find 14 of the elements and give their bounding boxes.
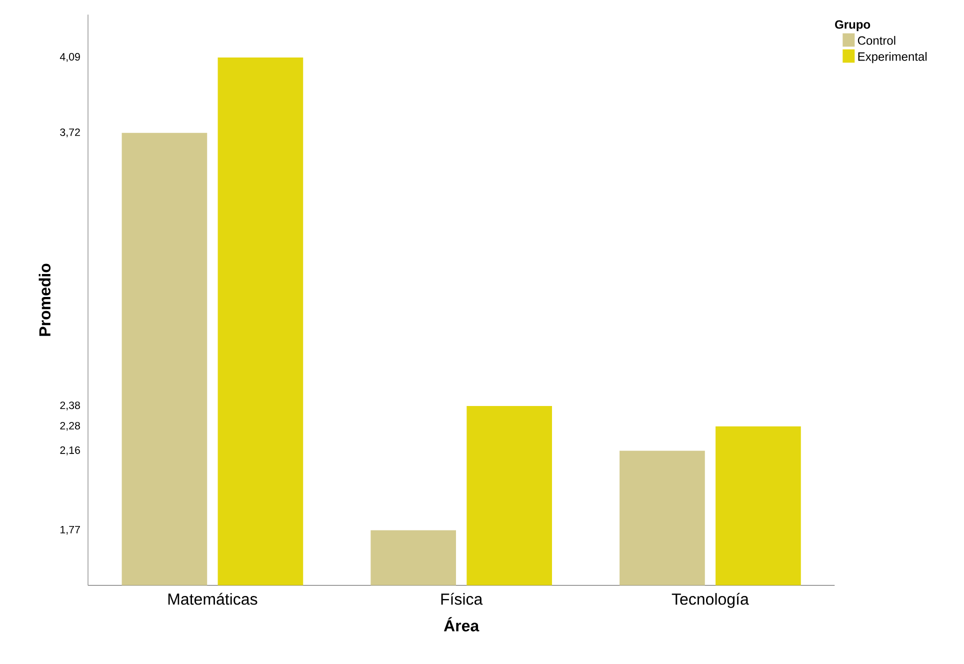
y-tick-label: 4,09 <box>60 53 80 62</box>
y-tick-label: 2,38 <box>60 402 80 410</box>
legend-title: Grupo <box>835 20 870 32</box>
y-tick-label: 3,72 <box>60 128 80 138</box>
legend-label: Control <box>858 36 896 45</box>
x-tick-label: Matemáticas <box>168 592 258 605</box>
x-tick-label: Tecnología <box>672 592 749 608</box>
x-axis-title: Área <box>444 617 480 632</box>
y-tick-label: 2,28 <box>60 422 80 431</box>
y-tick-label: 1,77 <box>60 526 80 535</box>
y-tick-label: 2,16 <box>60 446 80 456</box>
x-tick-label: Física <box>441 592 483 605</box>
legend-label: Experimental <box>858 52 927 64</box>
y-axis-title: Promedio <box>38 264 51 336</box>
